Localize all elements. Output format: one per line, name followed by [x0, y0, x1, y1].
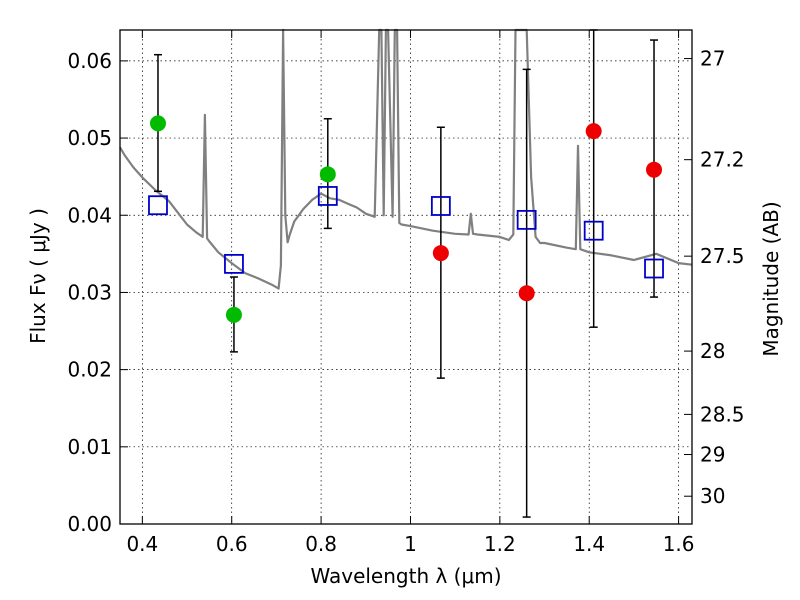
- y-tick-label: 0.06: [67, 49, 112, 73]
- y-tick-label: 0.05: [67, 126, 112, 150]
- x-tick-label: 0.6: [216, 532, 248, 556]
- data-point-square: [644, 258, 664, 279]
- y-tick-label: 0.04: [67, 203, 112, 227]
- x-tick-label: 1.2: [484, 532, 516, 556]
- grid-layer: [120, 30, 692, 525]
- mag-tick-label: 29: [700, 443, 725, 467]
- data-point-circle: [518, 285, 535, 302]
- model-spectrum-layer: [119, 28, 693, 290]
- mag-tick-label: 27.5: [700, 244, 745, 268]
- x-axis-title: Wavelength λ (μm): [310, 564, 501, 588]
- x-tick-label: 1.6: [663, 532, 695, 556]
- data-point-square: [317, 186, 338, 206]
- mag-tick-label: 30: [700, 484, 725, 508]
- x-tick-label: 1.4: [573, 532, 605, 556]
- data-point-square: [583, 220, 604, 241]
- data-point-circle: [432, 245, 449, 262]
- mag-tick-label: 27.2: [700, 148, 745, 172]
- y-axis-right-magnitude: 27 27.2 27.5 28 28.5 29 30: [684, 47, 745, 508]
- mag-tick-label: 27: [700, 47, 725, 71]
- data-point-square: [148, 195, 168, 216]
- plot-frame: [119, 29, 693, 525]
- x-tick-label: 0.8: [305, 532, 337, 556]
- model-spectrum-line: [119, 28, 693, 290]
- mag-tick-label: 28.5: [700, 402, 745, 426]
- marker-layer: [148, 115, 664, 323]
- y-tick-label: 0.00: [67, 512, 112, 536]
- data-point-circle: [319, 166, 336, 183]
- data-point-circle: [585, 123, 602, 140]
- x-tick-label: 0.4: [126, 532, 158, 556]
- y2-axis-title: Magnitude (AB): [759, 201, 783, 356]
- mag-tick-label: 28: [700, 339, 725, 363]
- y-tick-label: 0.02: [67, 358, 112, 382]
- x-axis: 0.4 0.6 0.8 1 1.2 1.4 1.6: [126, 30, 695, 556]
- data-point-square: [430, 196, 451, 216]
- y-axis-left: 0.00 0.01 0.02 0.03 0.04 0.05 0.06: [67, 49, 128, 536]
- y-tick-label: 0.03: [67, 280, 112, 304]
- y-tick-label: 0.01: [67, 435, 112, 459]
- data-point-square: [516, 209, 537, 230]
- data-point-circle: [225, 306, 242, 323]
- data-point-circle: [149, 115, 166, 132]
- data-point-square: [224, 253, 244, 274]
- data-point-circle: [646, 161, 663, 178]
- y-axis-title: Flux Fν ( μJy ): [26, 208, 50, 344]
- x-tick-label: 1: [404, 532, 417, 556]
